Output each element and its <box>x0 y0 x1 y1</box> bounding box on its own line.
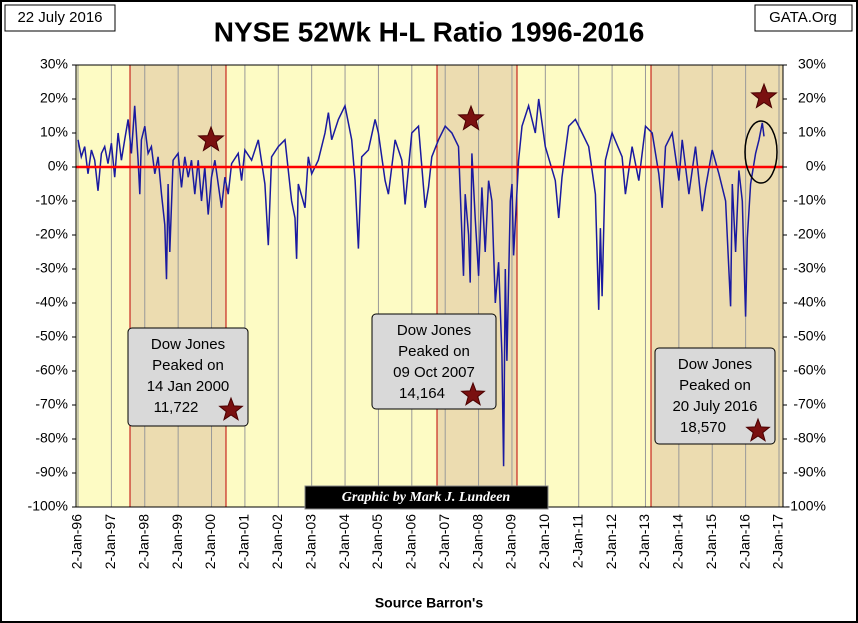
annotation-text: Peaked on <box>398 343 470 360</box>
y-tick-label: -100% <box>28 498 68 514</box>
x-axis-label: Source Barron's <box>375 595 484 611</box>
y-tick-label: -10% <box>35 192 68 208</box>
x-tick-label: 2-Jan-10 <box>536 514 552 569</box>
y2-tick-label: -50% <box>793 328 826 344</box>
y-tick-label: -20% <box>35 226 68 242</box>
highlight-ellipse <box>744 120 778 184</box>
annotation-text: 18,570 <box>680 419 726 436</box>
y2-tick-label: -10% <box>793 192 826 208</box>
x-tick-label: 2-Jan-01 <box>236 514 252 569</box>
chart-title: NYSE 52Wk H-L Ratio 1996-2016 <box>214 16 645 47</box>
y2-tick-label: 0% <box>806 158 826 174</box>
date-box <box>4 4 116 32</box>
x-tick-label: 2-Jan-17 <box>770 514 786 569</box>
x-tick-label: 2-Jan-05 <box>369 514 385 569</box>
x-tick-label: 2-Jan-16 <box>736 514 752 569</box>
star-marker <box>750 82 778 109</box>
x-tick-label: 2-Jan-98 <box>135 514 151 569</box>
x-tick-label: 2-Jan-12 <box>603 514 619 569</box>
y-tick-label: -60% <box>35 362 68 378</box>
x-tick-label: 2-Jan-97 <box>102 514 118 569</box>
y2-tick-label: -20% <box>793 226 826 242</box>
x-tick-label: 2-Jan-11 <box>569 514 585 568</box>
star-marker <box>745 417 771 442</box>
annotation-text: 11,722 <box>154 399 199 416</box>
annotation-text: 14 Jan 2000 <box>147 378 230 395</box>
y-tick-label: 10% <box>40 124 68 140</box>
annotation-text: Peaked on <box>679 377 751 394</box>
x-tick-label: 2-Jan-00 <box>202 514 218 569</box>
plot <box>76 98 783 467</box>
annotations: Dow Jones Peaked on 14 Jan 2000 11,722 Dow J… <box>127 82 778 445</box>
x-tick-label: 2-Jan-09 <box>503 514 519 569</box>
star-marker <box>218 396 244 421</box>
y2-tick-label: -30% <box>793 260 826 276</box>
credit: Graphic by Mark J. Lundeen <box>342 490 511 505</box>
y-tick-label: -90% <box>35 464 68 480</box>
source-site: GATA.Org <box>769 9 837 26</box>
x-tick-label: 2-Jan-15 <box>703 514 719 569</box>
annotation-text: 14,164 <box>399 385 445 402</box>
y2-tick-label: 30% <box>798 56 826 72</box>
x-tick-label: 2-Jan-99 <box>169 514 185 569</box>
x-tick-label: 2-Jan-02 <box>269 514 285 569</box>
annotation-box <box>127 327 249 427</box>
annotation-text: Dow Jones <box>151 336 225 353</box>
credit-box <box>304 485 549 510</box>
y-tick-label: -70% <box>35 396 68 412</box>
star-marker <box>457 104 485 131</box>
site-box <box>754 4 853 32</box>
y-tick-label: 30% <box>40 56 68 72</box>
annotation-text: Peaked on <box>152 357 224 374</box>
x-tick-label: 2-Jan-13 <box>636 514 652 569</box>
y-tick-label: 20% <box>40 90 68 106</box>
y2-tick-label: -100% <box>786 498 826 514</box>
date-label: 22 July 2016 <box>17 9 102 26</box>
y2-tick-label: -90% <box>793 464 826 480</box>
x-tick-label: 2-Jan-14 <box>670 514 686 569</box>
y2-tick-label: 10% <box>798 124 826 140</box>
annotation-box <box>654 347 776 445</box>
x-tick-label: 2-Jan-06 <box>403 514 419 569</box>
y2-tick-label: -60% <box>793 362 826 378</box>
annotation-box <box>371 313 497 410</box>
y-tick-label: -40% <box>35 294 68 310</box>
x-tick-label: 2-Jan-03 <box>302 514 318 569</box>
y-tick-label: 0% <box>48 158 68 174</box>
y-tick-label: -80% <box>35 430 68 446</box>
y2-tick-label: -80% <box>793 430 826 446</box>
annotation-text: 09 Oct 2007 <box>393 364 475 381</box>
x-tick-label: 2-Jan-04 <box>336 514 352 569</box>
annotation-text: Dow Jones <box>397 322 471 339</box>
star-marker <box>460 381 486 406</box>
x-tick-label: 2-Jan-07 <box>436 514 452 569</box>
x-tick-label: 2-Jan-08 <box>469 514 485 569</box>
series-line <box>77 98 765 467</box>
annotation-text: Dow Jones <box>678 356 752 373</box>
annotation-text: 20 July 2016 <box>672 398 757 415</box>
x-tick-label: 2-Jan-96 <box>69 514 85 569</box>
y-tick-label: -30% <box>35 260 68 276</box>
y2-tick-label: -70% <box>793 396 826 412</box>
y-tick-label: -50% <box>35 328 68 344</box>
star-marker <box>197 125 225 152</box>
y2-tick-label: 20% <box>798 90 826 106</box>
y2-tick-label: -40% <box>793 294 826 310</box>
